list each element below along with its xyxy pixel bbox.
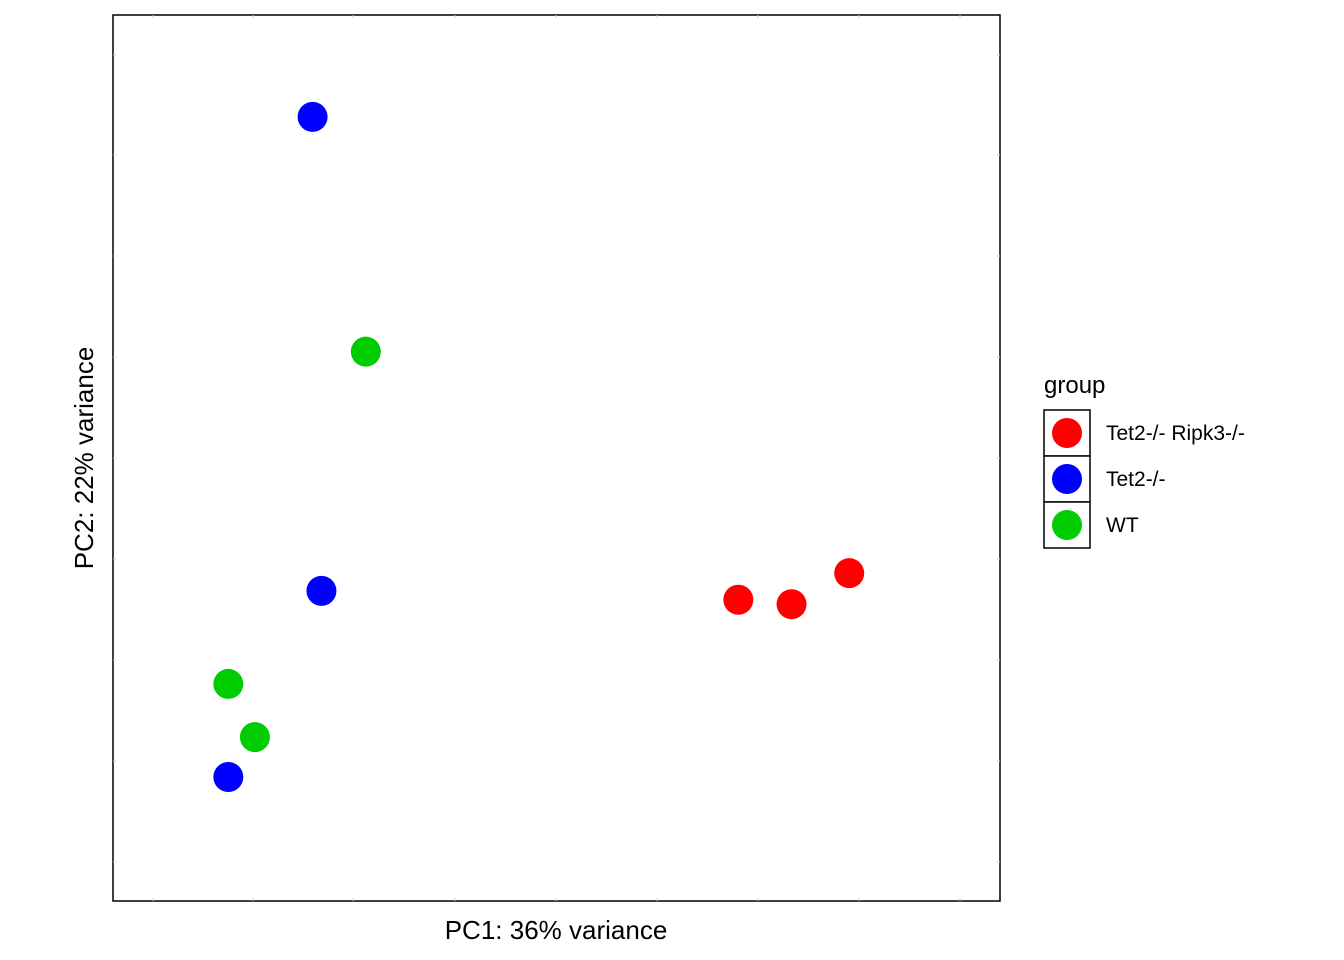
data-point (834, 558, 865, 589)
legend-swatch (1052, 510, 1082, 540)
data-point (297, 101, 328, 132)
legend-label: Tet2-/- (1106, 468, 1166, 491)
plot-panel (112, 14, 1001, 902)
data-point (350, 336, 381, 367)
data-point (723, 584, 754, 615)
axis-ticks (113, 15, 1000, 901)
legend: group Tet2-/- Ripk3-/- Tet2-/- WT (1043, 372, 1245, 549)
data-point (306, 575, 337, 606)
y-axis-title: PC2: 22% variance (69, 347, 99, 570)
data-point (776, 589, 807, 620)
data-point (213, 668, 244, 699)
data-point (239, 722, 270, 753)
legend-label: WT (1106, 514, 1139, 537)
legend-label: Tet2-/- Ripk3-/- (1106, 422, 1245, 445)
data-point (213, 761, 244, 792)
data-points (213, 101, 865, 792)
x-axis-title: PC1: 36% variance (445, 915, 668, 945)
legend-title: group (1044, 372, 1105, 399)
legend-swatch (1052, 464, 1082, 494)
legend-swatch (1052, 418, 1082, 448)
